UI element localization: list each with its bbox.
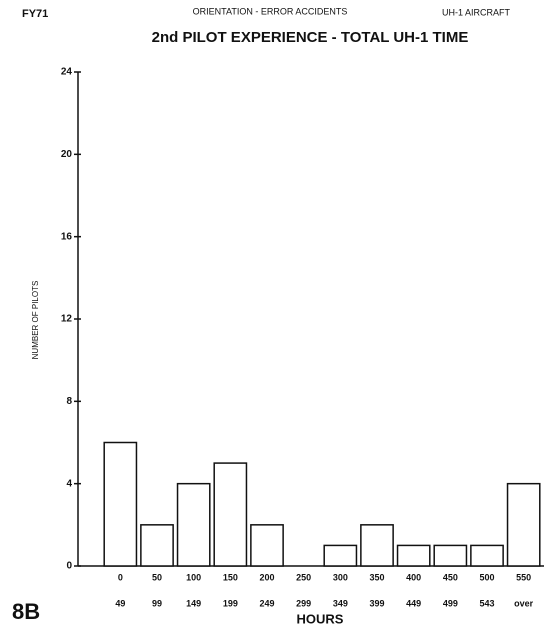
- bar: [140, 524, 174, 567]
- corner-label: FY71: [22, 8, 48, 20]
- x-tick-label: 499: [443, 598, 458, 608]
- figure-label: 8B: [12, 599, 40, 624]
- y-axis-label: NUMBER OF PILOTS: [31, 281, 40, 360]
- x-tick-label: 350: [369, 572, 384, 582]
- x-tick-label: 450: [443, 572, 458, 582]
- x-tick-label: 400: [406, 572, 421, 582]
- corner-label: UH-1 AIRCRAFT: [442, 7, 511, 17]
- y-tick-label: 8: [66, 396, 72, 407]
- bar: [103, 441, 138, 567]
- x-axis-label: HOURS: [297, 611, 344, 626]
- bar: [506, 482, 541, 567]
- bar: [213, 462, 248, 567]
- x-tick-label: 250: [296, 572, 311, 582]
- y-tick-label: 4: [66, 478, 72, 489]
- x-tick-label: 0: [118, 572, 123, 582]
- x-tick-label: 543: [479, 598, 494, 608]
- x-tick-label: 449: [406, 598, 421, 608]
- y-tick-label: 0: [66, 561, 72, 572]
- bar: [433, 544, 468, 567]
- x-tick-label: 299: [296, 598, 311, 608]
- x-tick-label: 150: [223, 572, 238, 582]
- header: ORIENTATION - ERROR ACCIDENTS: [193, 6, 348, 16]
- x-tick-label: 550: [516, 572, 531, 582]
- y-tick-label: 24: [61, 67, 73, 78]
- x-tick-label: 199: [223, 598, 238, 608]
- bar: [250, 524, 284, 567]
- x-tick-label: 149: [186, 598, 201, 608]
- x-tick-label: 399: [369, 598, 384, 608]
- y-tick-label: 20: [61, 149, 73, 160]
- x-tick-label: 49: [115, 598, 125, 608]
- x-tick-label: 200: [259, 572, 274, 582]
- x-tick-label: 349: [333, 598, 348, 608]
- x-tick-label: 100: [186, 572, 201, 582]
- bar: [360, 524, 394, 567]
- x-tick-label: 300: [333, 572, 348, 582]
- x-tick-label: 249: [259, 598, 274, 608]
- y-tick-label: 12: [61, 314, 73, 325]
- bar: [396, 544, 431, 567]
- x-tick-label: 500: [479, 572, 494, 582]
- bar: [176, 482, 211, 567]
- x-tick-label: 50: [152, 572, 162, 582]
- bar: [470, 544, 504, 567]
- x-tick-label: 99: [152, 598, 162, 608]
- chart-title: 2nd PILOT EXPERIENCE - TOTAL UH-1 TIME: [152, 29, 469, 46]
- x-tick-label: over: [514, 598, 534, 608]
- bar: [323, 544, 358, 567]
- y-tick-label: 16: [61, 231, 73, 242]
